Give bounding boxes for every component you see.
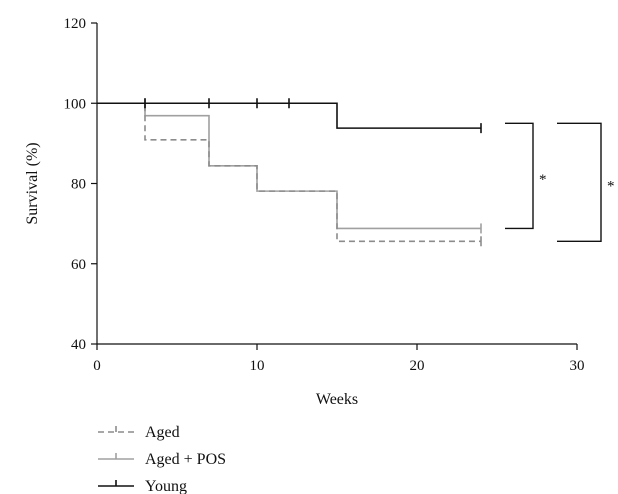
- series-line-young: [97, 102, 481, 129]
- significance-star: *: [539, 172, 547, 188]
- legend-label: Young: [145, 478, 187, 494]
- y-tick-label: 40: [71, 337, 86, 353]
- x-tick-label: 20: [410, 358, 425, 374]
- x-tick-label: 30: [570, 358, 585, 374]
- y-tick-label: 120: [64, 16, 87, 32]
- x-axis-title: Weeks: [316, 391, 358, 408]
- y-tick-label: 60: [71, 257, 86, 273]
- y-axis-title: Survival (%): [24, 142, 41, 224]
- y-tick-label: 80: [71, 177, 86, 193]
- series-line-aged-pos: [97, 102, 481, 230]
- x-tick-label: 0: [93, 358, 101, 374]
- legend-label: Aged: [145, 424, 180, 441]
- legend-label: Aged + POS: [145, 451, 226, 468]
- x-tick-label: 10: [250, 358, 265, 374]
- y-tick-label: 100: [64, 96, 87, 112]
- significance-bracket: [557, 122, 602, 242]
- significance-star: *: [607, 178, 615, 194]
- significance-bracket: [505, 122, 534, 230]
- series-line-aged: [97, 102, 481, 243]
